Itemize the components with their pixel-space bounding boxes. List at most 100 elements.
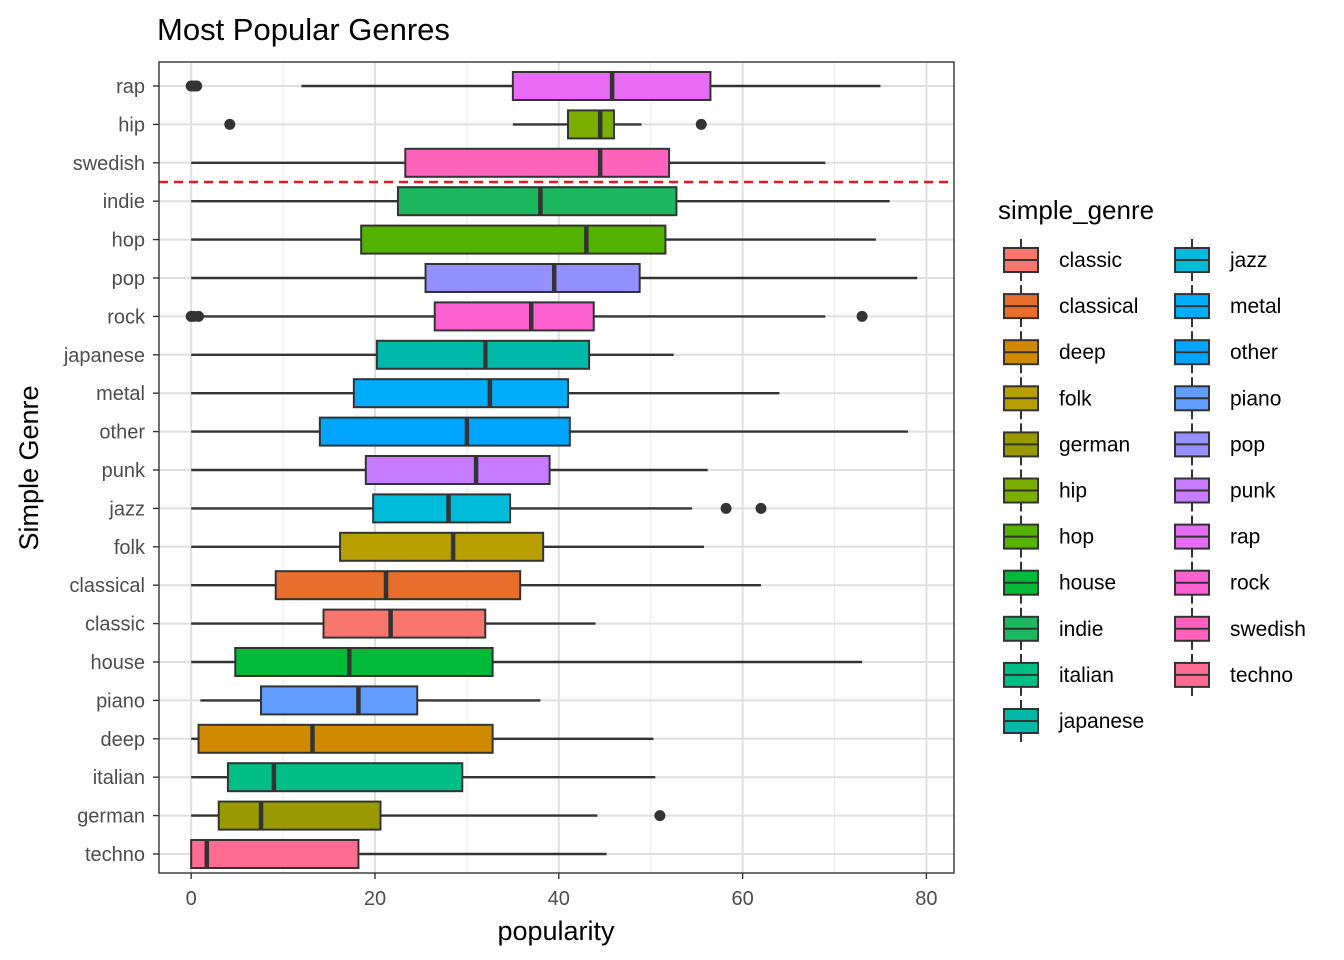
boxplot-series [185,71,918,869]
y-tick-label: hop [112,230,145,252]
legend-entry-indie: indie [1003,607,1103,650]
box-iqr [375,339,591,370]
legend-entry-german: german [1003,423,1130,466]
legend-label: german [1059,433,1130,456]
box-rap [185,71,881,101]
legend-entry-jazz: jazz [1174,239,1267,281]
y-tick-label: classic [85,614,145,636]
outlier-point [856,310,868,322]
box-japanese [191,339,674,370]
box-iqr [260,685,419,716]
legend-entry-punk: punk [1174,469,1276,512]
legend-entry-other: other [1174,331,1278,374]
legend-entry-house: house [1003,561,1116,604]
outlier-point [720,502,732,514]
legend-entry-rock: rock [1174,561,1270,604]
box-iqr [372,493,512,524]
box-metal [191,378,780,409]
box-iqr [424,263,641,293]
y-tick-label: rap [116,76,145,98]
legend-label: hop [1059,526,1094,549]
x-tick-label: 0 [186,888,197,910]
legend-label: japanese [1058,710,1144,733]
box-techno [190,839,607,869]
legend-label: jazz [1229,249,1267,272]
legend-label: folk [1059,387,1092,410]
legend-entry-swedish: swedish [1174,607,1306,650]
y-tick-label: hip [118,114,145,136]
legend-entry-classical: classical [1003,285,1138,328]
box-other [191,416,909,447]
legend-entry-classic: classic [1003,239,1122,281]
legend: simple_genre classic classical deep folk ger… [998,195,1306,742]
box-hop [191,224,876,255]
box-iqr [274,570,522,601]
box-classic [191,608,596,639]
box-italian [191,762,656,793]
plot-panel-border [158,61,955,874]
legend-entry-techno: techno [1174,653,1293,696]
legend-entry-piano: piano [1174,377,1281,420]
legend-entry-italian: italian [1003,653,1114,696]
y-axis-ticks: rap hip swedish indie hop pop rock japanese meta… [63,76,159,866]
x-tick-label: 80 [915,888,937,910]
legend-label: classic [1059,249,1122,272]
box-iqr [322,608,487,639]
legend-label: deep [1059,341,1106,364]
legend-label: swedish [1230,618,1306,641]
y-tick-label: metal [96,383,145,405]
y-axis-title: Simple Genre [14,385,44,550]
y-tick-label: other [99,422,145,444]
legend-title: simple_genre [998,195,1154,225]
x-axis-ticks: 0 20 40 60 80 [186,873,938,910]
box-iqr [234,647,494,677]
box-iqr [566,109,615,140]
y-tick-label: indie [103,191,145,213]
legend-label: classical [1059,295,1138,318]
box-pop [191,263,918,293]
box-punk [191,455,708,485]
box-classical [191,570,761,601]
x-tick-label: 60 [731,888,753,910]
outlier-point [654,810,666,822]
y-tick-label: punk [102,460,146,482]
y-tick-label: german [77,806,145,828]
legend-label: pop [1230,433,1265,456]
box-rock [185,301,868,332]
y-tick-label: techno [85,844,145,866]
outlier-point [193,310,205,322]
box-iqr [396,186,678,217]
outlier-point [191,80,203,92]
legend-entry-hop: hop [1003,515,1094,558]
box-piano [200,685,541,716]
y-tick-label: jazz [108,498,145,520]
legend-entry-folk: folk [1003,377,1092,420]
box-iqr [360,224,667,255]
box-iqr [364,455,551,485]
box-iqr [197,723,494,754]
box-jazz [191,493,767,524]
box-deep [191,723,654,754]
outlier-point [695,118,707,130]
box-iqr [339,531,545,562]
legend-label: hip [1059,480,1087,503]
legend-label: metal [1230,295,1281,318]
legend-label: punk [1230,480,1276,503]
box-iqr [318,416,571,447]
y-tick-label: piano [96,690,145,712]
y-tick-label: classical [69,575,145,597]
x-tick-label: 40 [548,888,570,910]
legend-entry-rap: rap [1174,515,1260,558]
legend-label: rock [1230,572,1270,595]
outlier-point [224,118,236,130]
legend-entry-japanese: japanese [1003,700,1144,742]
legend-entry-metal: metal [1174,285,1281,328]
legend-entry-deep: deep [1003,331,1106,374]
legend-label: piano [1230,387,1281,410]
outlier-point [755,502,767,514]
box-folk [191,531,705,562]
box-iqr [352,378,569,409]
x-tick-label: 20 [364,888,386,910]
